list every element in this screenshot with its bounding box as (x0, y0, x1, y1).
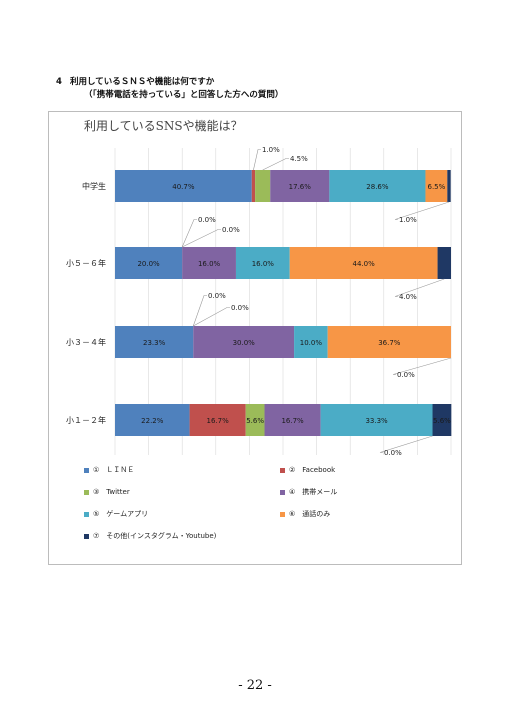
bar-segment (447, 170, 451, 202)
bar-segment (115, 170, 252, 202)
data-label: 1.0% (399, 216, 417, 224)
leader-line (394, 201, 450, 220)
leader-line (253, 149, 261, 171)
legend-item: ① ＬＩＮＥ (84, 465, 134, 475)
legend-item: ⑤ ゲームアプリ (84, 509, 148, 519)
data-label: 0.0% (198, 216, 216, 224)
legend-swatch (280, 511, 285, 517)
legend-label: ⑦ その他(インスタグラム・Youtube) (93, 532, 217, 540)
data-label: 44.0% (353, 260, 376, 268)
data-label: 23.3% (143, 339, 166, 347)
bar-segment (329, 170, 426, 202)
legend-label: ⑥ 通話のみ (289, 510, 331, 518)
data-label: 28.6% (366, 183, 389, 191)
section-number: 4 (56, 77, 62, 87)
category-label: 小１－２年 (66, 415, 106, 425)
section-subtitle: （「携帯電話を持っている」と回答した方への質問） (84, 90, 284, 100)
bar-segment (432, 404, 452, 436)
legend-swatch (84, 511, 89, 517)
data-label: 36.7% (378, 339, 401, 347)
data-label: 16.0% (198, 260, 221, 268)
data-label: 20.0% (137, 260, 160, 268)
data-label: 40.7% (172, 183, 195, 191)
leader-line (392, 357, 452, 375)
data-label: 30.0% (233, 339, 256, 347)
data-label: 6.5% (427, 183, 445, 191)
chart-title: 利用しているSNSや機能は？ (84, 119, 243, 133)
category-label: 中学生 (82, 181, 106, 191)
legend-swatch (84, 533, 89, 539)
data-label: 0.0% (397, 371, 415, 379)
legend-label: ② Facebook (289, 466, 336, 474)
bar-segment (270, 170, 330, 202)
bar-segment (235, 247, 290, 279)
category-label: 小３－４年 (66, 337, 106, 347)
data-label: 33.3% (365, 417, 388, 425)
bar-segment (255, 170, 271, 202)
page-number: - 22 - (238, 678, 272, 693)
bar-segment (251, 170, 256, 202)
data-label: 0.0% (208, 292, 226, 300)
data-label: 5.6% (246, 417, 264, 425)
data-label: 10.0% (300, 339, 323, 347)
data-label: 5.6% (433, 417, 451, 425)
bar-segment (425, 170, 448, 202)
legend-label: ④ 携帯メール (289, 488, 338, 496)
leader-line (193, 295, 207, 327)
leader-line (182, 229, 221, 248)
bar-segment (189, 404, 246, 436)
data-label: 4.0% (399, 293, 417, 301)
leader-line (394, 278, 445, 297)
data-label: 22.2% (141, 417, 164, 425)
bar-segment (182, 247, 236, 279)
data-label: 1.0% (262, 146, 280, 154)
bar-segment (437, 247, 451, 279)
data-label: 16.0% (252, 260, 275, 268)
bar-segment (193, 326, 295, 358)
bar-segment (245, 404, 265, 436)
leader-line (262, 158, 289, 171)
legend-swatch (84, 489, 89, 495)
legend-label: ③ Twitter (93, 488, 130, 496)
section-heading: 4 利用しているＳＮＳや機能は何ですか （「携帯電話を持っている」と回答した方への… (56, 76, 283, 102)
bar-segment (320, 404, 433, 436)
category-label: 小５－６年 (66, 258, 106, 268)
legend-swatch (84, 467, 89, 473)
data-label: 0.0% (231, 304, 249, 312)
bar-segment (115, 404, 190, 436)
bar-segment (115, 247, 183, 279)
leader-line (379, 435, 433, 453)
data-label: 17.6% (289, 183, 312, 191)
legend-label: ⑤ ゲームアプリ (93, 510, 149, 518)
data-label: 0.0% (222, 226, 240, 234)
legend-item: ③ Twitter (84, 487, 130, 497)
legend-item: ④ 携帯メール (280, 487, 337, 497)
section-title: 利用しているＳＮＳや機能は何ですか (70, 77, 215, 87)
legend-swatch (280, 467, 285, 473)
data-label: 0.0% (384, 449, 402, 457)
data-label: 4.5% (290, 155, 308, 163)
bar-segment (327, 326, 451, 358)
legend-label: ① ＬＩＮＥ (93, 466, 135, 474)
bar-segment (289, 247, 438, 279)
legend-item: ⑥ 通話のみ (280, 509, 330, 519)
bar-segment (264, 404, 321, 436)
leader-line (193, 307, 230, 327)
data-label: 16.7% (207, 417, 230, 425)
legend-item: ② Facebook (280, 465, 335, 475)
bar-segment (294, 326, 328, 358)
legend-swatch (280, 489, 285, 495)
legend-item: ⑦ その他(インスタグラム・Youtube) (84, 531, 216, 541)
data-label: 16.7% (281, 417, 304, 425)
bar-segment (115, 326, 194, 358)
leader-line (181, 219, 197, 248)
chart-legend: ① ＬＩＮＥ ② Facebook ③ Twitter ④ 携帯メール ⑤ ゲームアプリ… (84, 465, 444, 555)
